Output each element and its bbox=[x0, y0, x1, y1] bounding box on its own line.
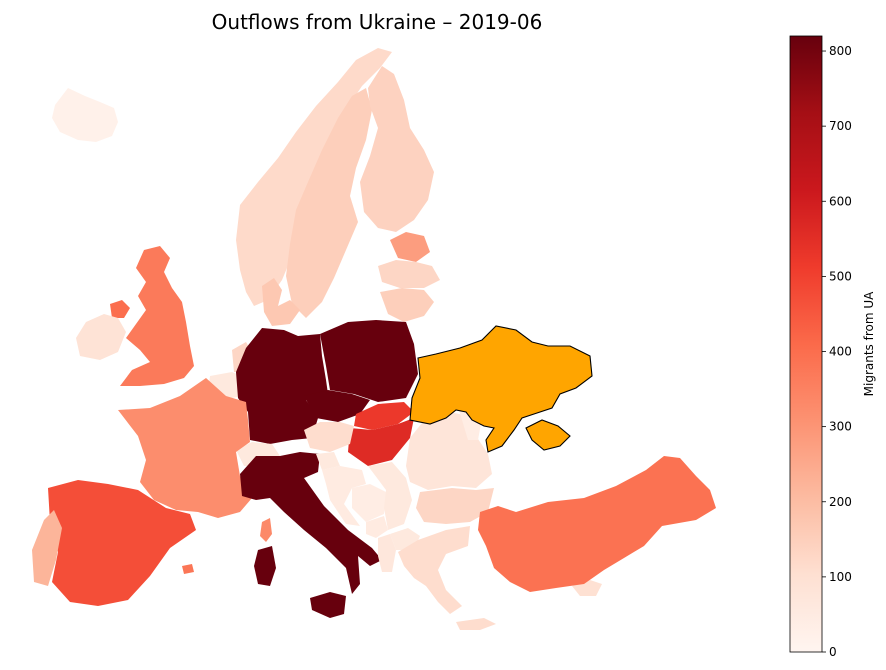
country-greece-crete bbox=[456, 618, 496, 630]
country-lithuania bbox=[380, 288, 434, 322]
country-corsica bbox=[260, 518, 272, 542]
colorbar-tick-label: 700 bbox=[829, 119, 852, 133]
country-spain bbox=[48, 480, 196, 606]
country-estonia bbox=[390, 232, 430, 262]
colorbar-tick-label: 0 bbox=[829, 645, 837, 659]
country-poland bbox=[320, 320, 418, 402]
origin-ukraine-crimea bbox=[525, 419, 571, 451]
country-malta bbox=[182, 564, 194, 574]
country-hungary bbox=[348, 418, 414, 466]
origin-ukraine bbox=[409, 325, 593, 453]
country-denmark bbox=[262, 278, 300, 326]
country-albania bbox=[378, 534, 396, 572]
country-slovakia bbox=[354, 402, 414, 430]
colorbar-gradient bbox=[789, 35, 823, 653]
colorbar-tick-label: 800 bbox=[829, 44, 852, 58]
country-portugal bbox=[32, 510, 62, 586]
country-montenegro bbox=[366, 516, 388, 538]
map-title: Outflows from Ukraine – 2019-06 bbox=[212, 10, 543, 34]
country-czechia bbox=[304, 390, 370, 422]
country-serbia bbox=[368, 462, 412, 530]
country-sweden bbox=[286, 88, 372, 318]
country-bulgaria bbox=[416, 488, 494, 524]
country-latvia bbox=[378, 260, 440, 288]
country-germany bbox=[236, 328, 328, 444]
colorbar-tick-label: 500 bbox=[829, 269, 852, 283]
country-austria bbox=[304, 422, 354, 452]
colorbar: 0 100 200 300 400 500 600 700 800 Migrants from … bbox=[789, 35, 876, 659]
country-sicily bbox=[310, 592, 346, 618]
country-greece bbox=[398, 526, 470, 614]
country-uk bbox=[120, 246, 194, 386]
country-bosnia bbox=[352, 484, 386, 522]
country-iceland bbox=[52, 88, 118, 142]
colorbar-tick-label: 400 bbox=[829, 345, 852, 359]
colorbar-tick-label: 200 bbox=[829, 495, 852, 509]
colorbar-tick-label: 100 bbox=[829, 570, 852, 584]
country-croatia bbox=[322, 466, 366, 526]
country-northern-ireland bbox=[110, 300, 130, 318]
colorbar-tick-label: 600 bbox=[829, 194, 852, 208]
country-layer bbox=[32, 48, 716, 630]
country-sardinia bbox=[254, 546, 276, 586]
country-italy bbox=[240, 452, 382, 594]
country-finland bbox=[360, 66, 434, 232]
country-ireland bbox=[76, 314, 126, 360]
country-turkey bbox=[478, 456, 716, 592]
colorbar-ticks: 0 100 200 300 400 500 600 700 800 bbox=[822, 44, 852, 659]
colorbar-tick-label: 300 bbox=[829, 420, 852, 434]
country-slovenia bbox=[316, 452, 340, 470]
colorbar-label: Migrants from UA bbox=[862, 291, 876, 396]
country-france bbox=[118, 378, 252, 518]
